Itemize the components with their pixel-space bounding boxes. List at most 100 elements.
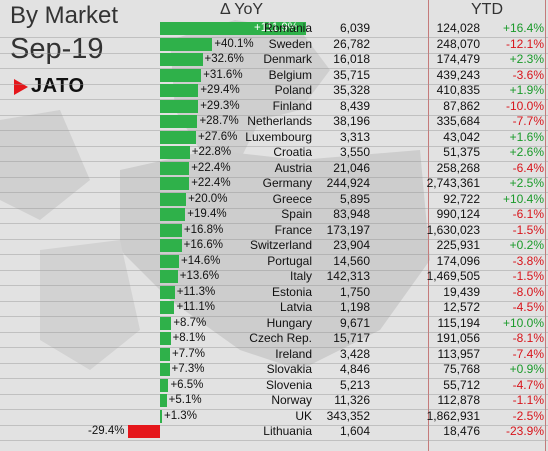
yoy-label: +111.9% [254,22,299,34]
ytd-change: +1.9% [509,83,544,97]
yoy-bar [160,239,182,252]
ytd-volume: 248,070 [436,36,480,51]
yoy-label: +22.8% [191,146,232,158]
ytd-volume: 55,712 [443,377,480,392]
ytd-volume: 1,862,931 [426,408,480,423]
month-volume: 6,039 [339,21,370,35]
yoy-bar [160,270,178,283]
month-volume: 244,924 [326,176,370,190]
yoy-label: +29.4% [200,84,240,96]
market-row: +8.7% Hungary 9,671 115,194 +10.0% [0,315,548,333]
yoy-bar [160,378,169,392]
yoy-bar [160,115,198,128]
ytd-change: -12.1% [505,36,544,51]
ytd-change: +0.2% [509,238,544,252]
yoy-bar [160,363,170,376]
yoy-bar [160,130,196,144]
ytd-change: +0.9% [509,362,544,376]
market-row: +7.3% Slovakia 4,846 75,768 +0.9% [0,361,548,379]
yoy-bar [160,37,213,51]
row-divider [0,409,548,410]
country-name: Slovakia [266,362,312,376]
ytd-change: -1.5% [512,269,544,283]
ytd-volume: 92,722 [443,191,480,206]
yoy-bar [160,285,175,299]
yoy-bar [160,409,162,423]
country-name: Spain [281,207,312,221]
country-name: Lithuania [263,424,312,438]
ytd-change: -3.8% [512,253,544,268]
row-divider [0,207,548,209]
market-row: +22.8% Croatia 3,550 51,375 +2.6% [0,144,548,162]
row-divider [0,223,548,224]
ytd-volume: 115,194 [437,315,481,330]
row-divider [0,440,548,441]
country-name: Norway [271,393,312,407]
logo-text: JATO [31,75,85,97]
row-divider [0,300,548,302]
country-name: Slovenia [265,377,312,392]
month-volume: 142,313 [326,269,370,283]
country-name: Finland [272,98,312,113]
month-volume: 3,428 [339,346,370,361]
ytd-change: +10.4% [502,191,544,206]
yoy-bar [160,394,167,407]
country-name: Sweden [268,36,312,51]
row-divider [0,130,548,131]
market-row: +27.6% Luxembourg 3,313 43,042 +1.6% [0,129,548,147]
row-divider [0,192,548,193]
month-volume: 9,671 [339,315,370,330]
yoy-label: +7.7% [172,347,205,360]
ytd-change: -10.0% [505,98,544,113]
month-volume: 38,196 [333,114,370,128]
yoy-label: +32.6% [204,53,244,65]
ytd-volume: 19,439 [443,284,480,299]
yoy-label: +14.6% [181,254,221,267]
country-name: Belgium [268,67,312,82]
market-row: +22.4% Germany 244,924 2,743,361 +2.5% [0,175,548,193]
country-name: Austria [274,160,312,175]
country-name: Latvia [279,300,312,314]
month-volume: 15,717 [333,331,370,345]
yoy-label: +28.7% [199,115,239,127]
row-divider [0,99,548,100]
ytd-volume: 75,768 [443,362,480,376]
month-volume: 83,948 [333,207,370,221]
market-row: +13.6% Italy 142,313 1,469,505 -1.5% [0,268,548,286]
market-row: +29.3% Finland 8,439 87,862 -10.0% [0,98,548,116]
ytd-change: -4.5% [512,300,544,314]
market-row: +5.1% Norway 11,326 112,878 -1.1% [0,392,548,410]
country-name: Italy [289,269,312,283]
yoy-label: +16.6% [183,239,223,251]
yoy-bar [160,177,190,190]
row-divider [0,347,548,348]
ytd-volume: 225,931 [436,238,480,252]
yoy-bar [160,223,182,237]
month-volume: 21,046 [333,160,370,175]
month-volume: 1,604 [339,424,370,438]
market-row: +16.6% Switzerland 23,904 225,931 +0.2% [0,237,548,255]
yoy-label: +1.3% [164,409,197,422]
row-divider [0,83,548,85]
ytd-volume: 124,028 [436,21,480,35]
row-divider [0,424,548,426]
ytd-volume: 1,469,505 [426,269,480,283]
month-volume: 35,715 [333,67,370,82]
row-divider [0,285,548,286]
ytd-volume: 258,268 [436,160,480,175]
ytd-volume: 113,957 [437,346,481,361]
ytd-change: -8.0% [512,284,544,299]
month-volume: 35,328 [333,83,370,97]
month-volume: 3,313 [339,129,370,144]
yoy-bar [160,68,202,82]
yoy-bar [160,84,199,97]
month-volume: 11,326 [334,393,370,407]
market-row: +32.6% Denmark 16,018 174,479 +2.3% [0,51,548,69]
yoy-header: Δ YoY [220,1,264,18]
yoy-bar [160,332,171,345]
country-name: Romania [263,21,312,35]
month-volume: 1,198 [339,300,370,314]
yoy-bar [160,316,172,330]
yoy-label: +27.6% [198,130,238,143]
